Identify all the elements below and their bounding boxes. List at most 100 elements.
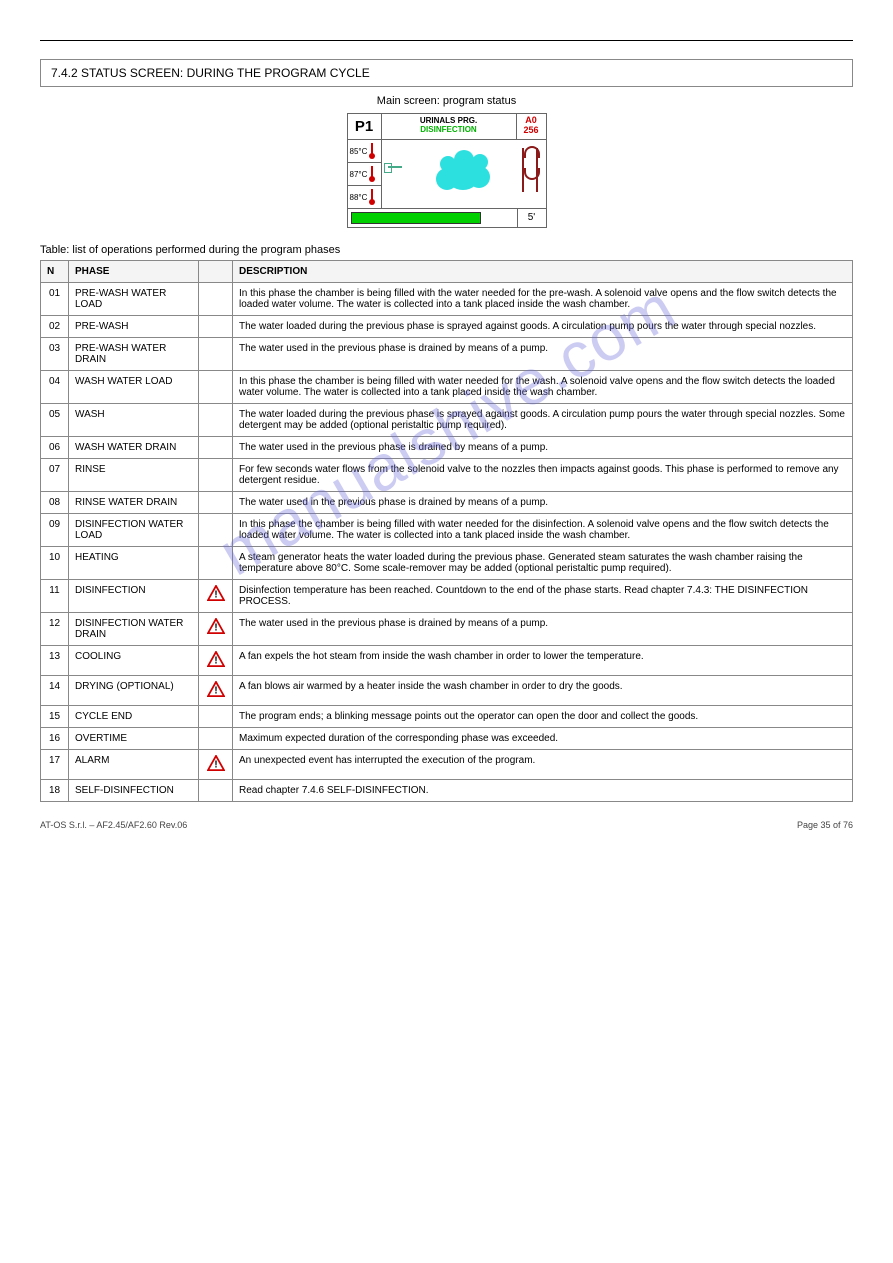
screen-main bbox=[382, 140, 546, 208]
cell-phase: DISINFECTION WATER LOAD bbox=[69, 514, 199, 547]
page: manualshive.com 7.4.2 STATUS SCREEN: DUR… bbox=[0, 0, 893, 860]
warning-icon: ! bbox=[207, 681, 225, 697]
cell-n: 09 bbox=[41, 514, 69, 547]
table-row: 13COOLING! A fan expels the hot steam fro… bbox=[41, 646, 853, 676]
warning-icon: ! bbox=[207, 755, 225, 771]
temps-column: 85°C 87°C 88°C bbox=[348, 140, 382, 208]
cell-warn bbox=[199, 492, 233, 514]
cell-desc: An unexpected event has interrupted the … bbox=[233, 750, 853, 780]
temp-row: 85°C bbox=[348, 140, 381, 163]
table-row: 15CYCLE END The program ends; a blinking … bbox=[41, 706, 853, 728]
cell-warn bbox=[199, 459, 233, 492]
cell-desc: The water loaded during the previous pha… bbox=[233, 316, 853, 338]
cell-n: 08 bbox=[41, 492, 69, 514]
cell-n: 05 bbox=[41, 404, 69, 437]
cell-warn bbox=[199, 404, 233, 437]
cell-phase: WASH WATER LOAD bbox=[69, 371, 199, 404]
door-handle-icon bbox=[388, 166, 402, 168]
cell-phase: RINSE WATER DRAIN bbox=[69, 492, 199, 514]
temp-row: 88°C bbox=[348, 186, 381, 208]
svg-text:!: ! bbox=[214, 759, 217, 770]
progress-bar-cell bbox=[348, 209, 518, 227]
svg-text:!: ! bbox=[214, 655, 217, 666]
cell-warn bbox=[199, 437, 233, 459]
cell-phase: HEATING bbox=[69, 547, 199, 580]
thermometer-icon bbox=[369, 189, 375, 205]
cell-warn: ! bbox=[199, 613, 233, 646]
table-row: 01PRE-WASH WATER LOAD In this phase the c… bbox=[41, 283, 853, 316]
cell-warn: ! bbox=[199, 580, 233, 613]
cell-phase: PRE-WASH WATER LOAD bbox=[69, 283, 199, 316]
svg-text:!: ! bbox=[214, 685, 217, 696]
cell-phase: PRE-WASH bbox=[69, 316, 199, 338]
cell-warn bbox=[199, 316, 233, 338]
cell-phase: DISINFECTION WATER DRAIN bbox=[69, 613, 199, 646]
cell-n: 01 bbox=[41, 283, 69, 316]
a0-cell: A0 256 bbox=[516, 114, 546, 139]
cell-phase: SELF-DISINFECTION bbox=[69, 780, 199, 802]
cell-n: 14 bbox=[41, 676, 69, 706]
cell-warn bbox=[199, 706, 233, 728]
col-header-n: N bbox=[41, 261, 69, 283]
screen-header-row: P1 URINALS PRG. DISINFECTION A0 256 bbox=[348, 114, 546, 140]
cell-desc: The water used in the previous phase is … bbox=[233, 492, 853, 514]
table-head: N PHASE DESCRIPTION bbox=[41, 261, 853, 283]
cell-desc: Disinfection temperature has been reache… bbox=[233, 580, 853, 613]
table-row: 02PRE-WASH The water loaded during the pr… bbox=[41, 316, 853, 338]
table-row: 11DISINFECTION!Disinfection temperature … bbox=[41, 580, 853, 613]
table-row: 14DRYING (OPTIONAL)!A fan blows air warm… bbox=[41, 676, 853, 706]
progress-row: 5' bbox=[348, 208, 546, 227]
cell-desc: Read chapter 7.4.6 SELF-DISINFECTION. bbox=[233, 780, 853, 802]
cell-desc: The water loaded during the previous pha… bbox=[233, 404, 853, 437]
cell-desc: For few seconds water flows from the sol… bbox=[233, 459, 853, 492]
cell-warn: ! bbox=[199, 646, 233, 676]
cell-desc: A steam generator heats the water loaded… bbox=[233, 547, 853, 580]
table-row: 16OVERTIMEMaximum expected duration of t… bbox=[41, 728, 853, 750]
page-footer: AT-OS S.r.l. – AF2.45/AF2.60 Rev.06 Page… bbox=[40, 820, 853, 830]
warning-icon: ! bbox=[207, 618, 225, 634]
program-code: P1 bbox=[348, 114, 382, 139]
cell-n: 13 bbox=[41, 646, 69, 676]
footer-left: AT-OS S.r.l. – AF2.45/AF2.60 Rev.06 bbox=[40, 820, 187, 830]
cell-phase: WASH WATER DRAIN bbox=[69, 437, 199, 459]
cell-n: 15 bbox=[41, 706, 69, 728]
cell-desc: Maximum expected duration of the corresp… bbox=[233, 728, 853, 750]
cell-phase: COOLING bbox=[69, 646, 199, 676]
thermometer-icon bbox=[369, 143, 375, 159]
cell-desc: The program ends; a blinking message poi… bbox=[233, 706, 853, 728]
table-row: 09DISINFECTION WATER LOADIn this phase t… bbox=[41, 514, 853, 547]
cell-n: 02 bbox=[41, 316, 69, 338]
heater-coil-icon bbox=[522, 148, 538, 192]
cell-phase: CYCLE END bbox=[69, 706, 199, 728]
cell-warn: ! bbox=[199, 676, 233, 706]
a0-value: 256 bbox=[517, 126, 546, 136]
cell-desc: In this phase the chamber is being fille… bbox=[233, 371, 853, 404]
cell-warn bbox=[199, 728, 233, 750]
cell-warn bbox=[199, 283, 233, 316]
progress-bar bbox=[351, 212, 481, 224]
cell-n: 12 bbox=[41, 613, 69, 646]
cell-n: 06 bbox=[41, 437, 69, 459]
program-title-cell: URINALS PRG. DISINFECTION bbox=[382, 114, 516, 139]
cell-phase: RINSE bbox=[69, 459, 199, 492]
footer-right: Page 35 of 76 bbox=[797, 820, 853, 830]
warning-icon: ! bbox=[207, 585, 225, 601]
temp-row: 87°C bbox=[348, 163, 381, 186]
screen-wrap: P1 URINALS PRG. DISINFECTION A0 256 85°C bbox=[40, 113, 853, 230]
cell-warn: ! bbox=[199, 750, 233, 780]
table-row: 03PRE-WASH WATER DRAINThe water used in … bbox=[41, 338, 853, 371]
table-caption: Table: list of operations performed duri… bbox=[40, 244, 853, 256]
cell-desc: A fan expels the hot steam from inside t… bbox=[233, 646, 853, 676]
table-row: 18SELF-DISINFECTIONRead chapter 7.4.6 SE… bbox=[41, 780, 853, 802]
section-title: 7.4.2 STATUS SCREEN: DURING THE PROGRAM … bbox=[51, 66, 370, 80]
progress-time: 5' bbox=[518, 209, 546, 227]
table-row: 08RINSE WATER DRAIN The water used in the… bbox=[41, 492, 853, 514]
cell-n: 03 bbox=[41, 338, 69, 371]
cell-warn bbox=[199, 514, 233, 547]
cell-desc: In this phase the chamber is being fille… bbox=[233, 283, 853, 316]
cell-phase: OVERTIME bbox=[69, 728, 199, 750]
screen-body: 85°C 87°C 88°C bbox=[348, 140, 546, 208]
cell-phase: DRYING (OPTIONAL) bbox=[69, 676, 199, 706]
cell-n: 10 bbox=[41, 547, 69, 580]
program-title: URINALS PRG. bbox=[382, 116, 516, 125]
